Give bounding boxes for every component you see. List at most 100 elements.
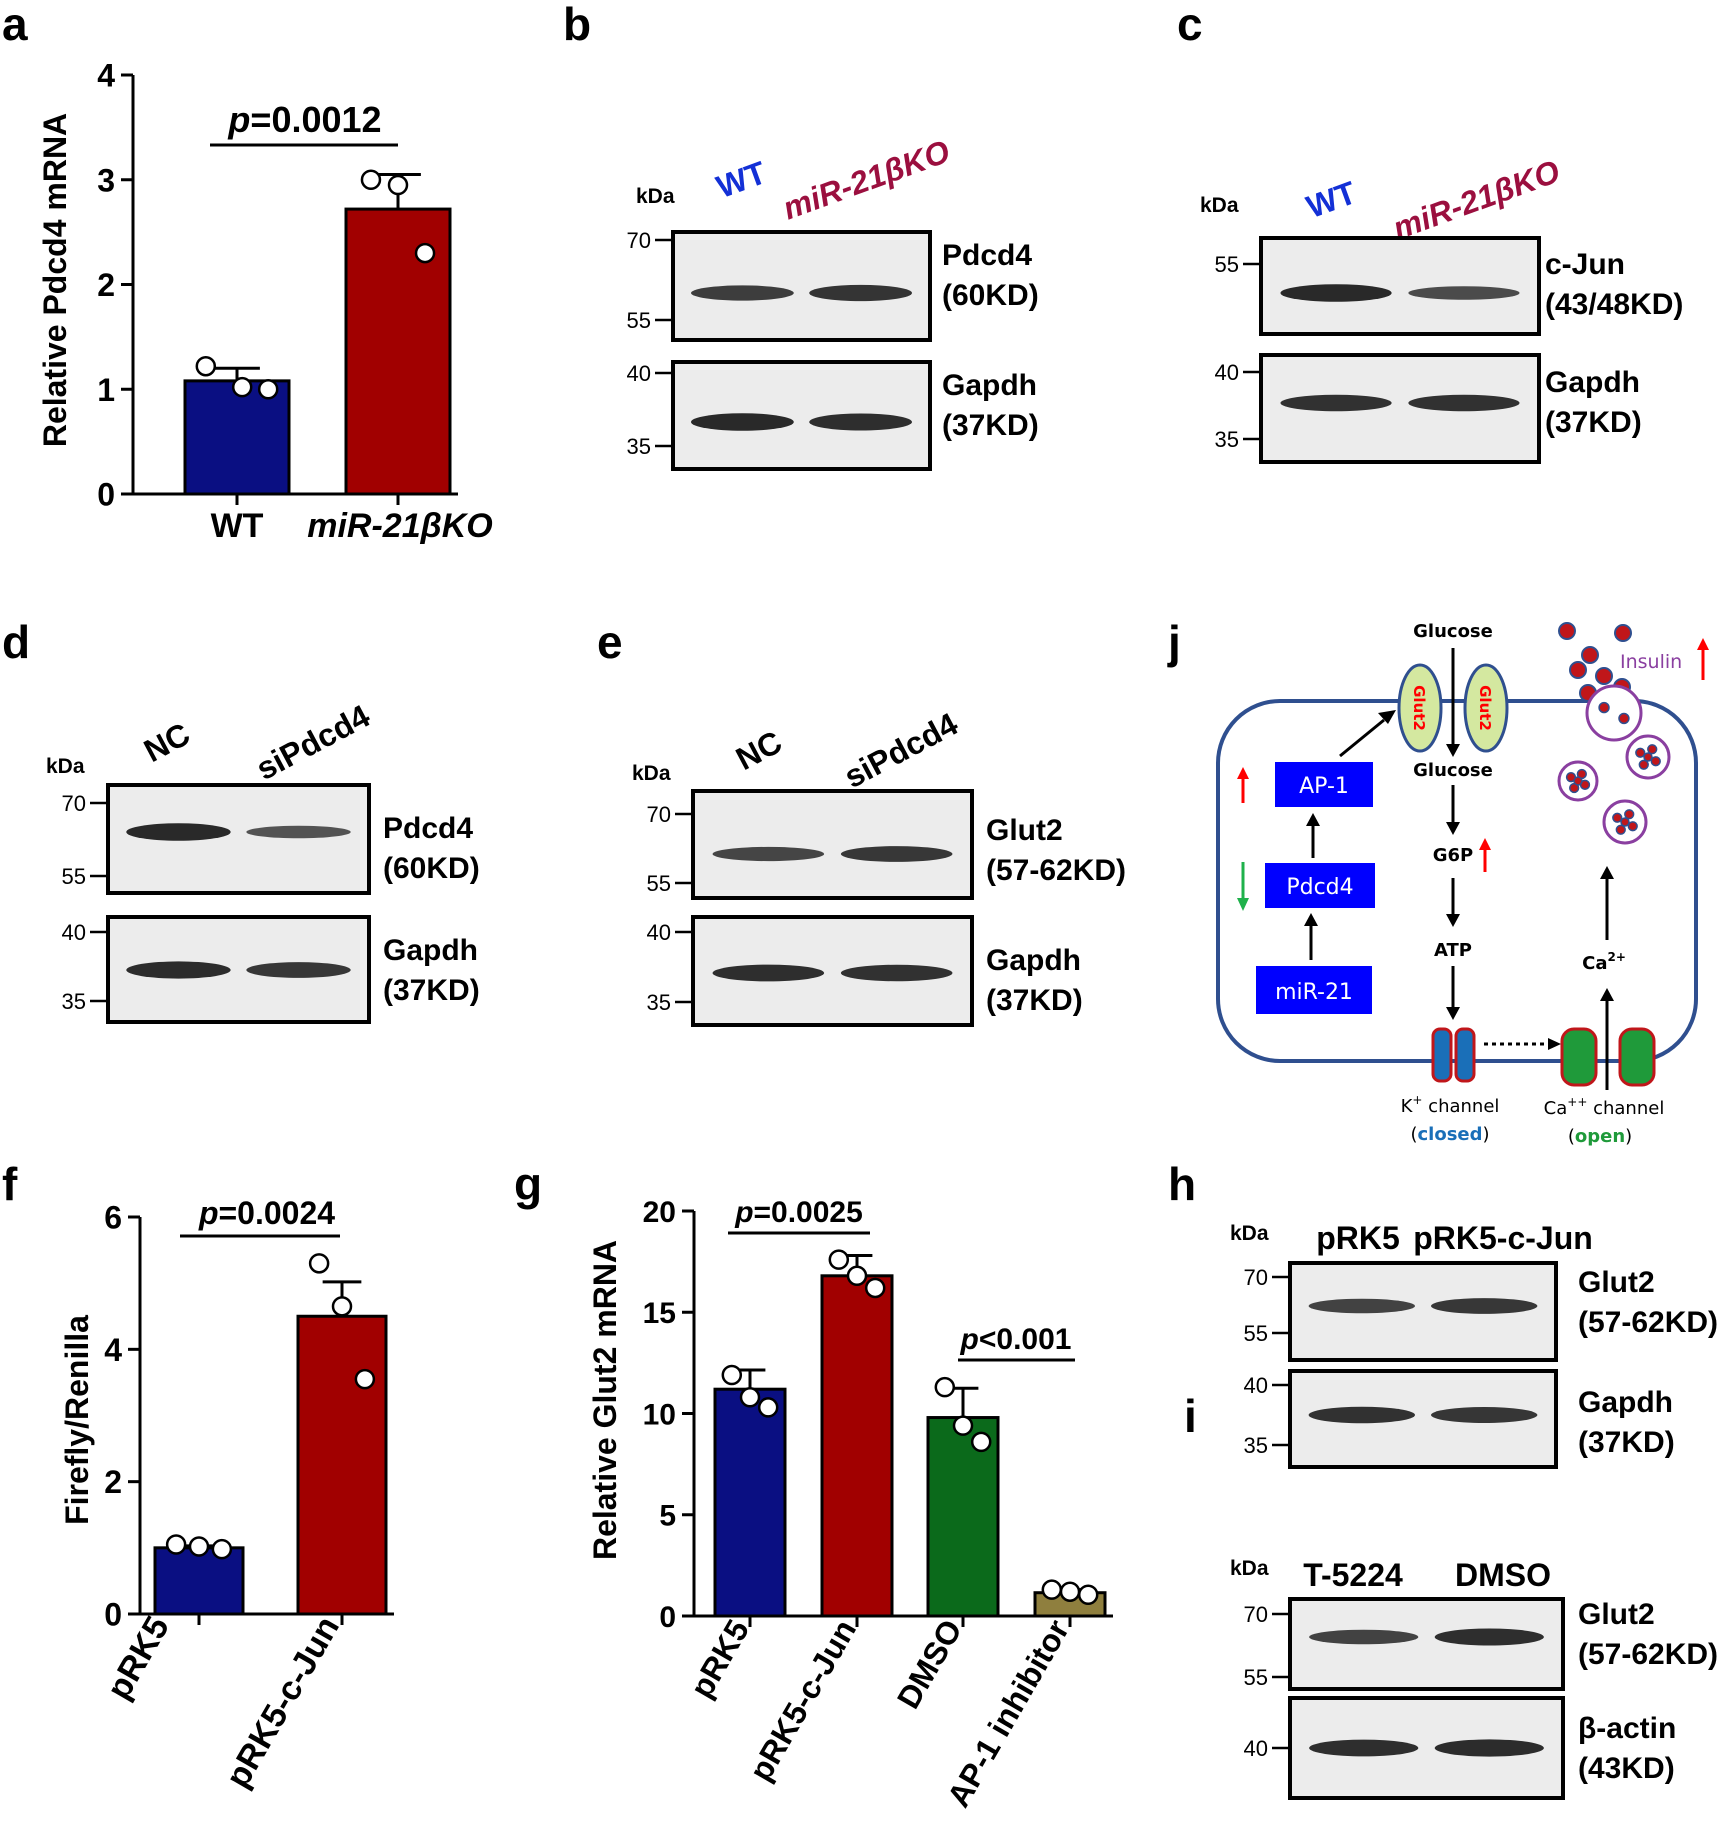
marker-label: 35 [1244, 1433, 1268, 1458]
western-blot-d: kDa NC siPdcd4 70 55 40 35 Pdcd4 (60KD) Gapdh (37K… [46, 697, 480, 1024]
protein-name: Gapdh [1545, 366, 1640, 399]
arrowhead [1378, 710, 1396, 724]
y-tick-label: 6 [104, 1200, 122, 1236]
kda-label: kDa [1230, 1557, 1269, 1580]
lane-label: siPdcd4 [838, 705, 963, 794]
protein-band [1280, 394, 1392, 412]
arrow [1339, 718, 1385, 758]
protein-size: (43/48KD) [1545, 288, 1683, 321]
arrowhead [1600, 866, 1614, 879]
insulin-dot-icon [1620, 817, 1630, 827]
western-blot-h: kDa pRK5 pRK5-c-Jun 70 55 40 35 Glut2 (57-62KD) G… [1230, 1220, 1718, 1469]
marker-label: 35 [1215, 427, 1239, 452]
data-point [846, 1265, 868, 1287]
y-tick-label: 2 [97, 267, 115, 303]
protein-band [1430, 1298, 1538, 1314]
protein-name: Glut2 [1578, 1598, 1655, 1631]
protein-name: Glut2 [986, 814, 1063, 847]
kda-label: kDa [632, 762, 671, 785]
arrowhead [1446, 1007, 1460, 1020]
glucose-inside-label: Glucose [1413, 760, 1493, 781]
lane-label: WT [1302, 174, 1361, 225]
p-value-annotation: p<0.001 [960, 1323, 1072, 1356]
up-arrow-icon [1237, 767, 1249, 779]
glucose-outside-label: Glucose [1413, 621, 1493, 642]
marker-label: 35 [627, 434, 651, 459]
data-point [360, 169, 382, 190]
blot-membrane [691, 789, 974, 900]
protein-band [246, 825, 351, 839]
y-tick-label: 3 [97, 162, 115, 198]
y-tick-label: 1 [97, 372, 115, 408]
marker-label: 35 [647, 990, 671, 1015]
data-point [387, 174, 409, 196]
lane-label: NC [138, 716, 196, 769]
protein-band [1308, 1298, 1416, 1314]
protein-size: (57-62KD) [1578, 1638, 1718, 1671]
kda-label: kDa [1200, 194, 1239, 217]
data-point [257, 379, 279, 400]
protein-band [1309, 1739, 1419, 1757]
insulin-dot-icon [1643, 752, 1653, 762]
atp-label: ATP [1434, 940, 1472, 961]
protein-name: Gapdh [986, 944, 1081, 977]
protein-size: (60KD) [942, 279, 1039, 312]
data-point [864, 1277, 886, 1299]
x-tick-label: WT [211, 507, 264, 545]
arrowhead [1600, 988, 1614, 1001]
data-point [1041, 1579, 1063, 1600]
panel-letter-g: g [514, 1158, 542, 1210]
arrowhead [1548, 1038, 1561, 1050]
protein-band [1408, 286, 1520, 300]
lane-label: pRK5 [1316, 1220, 1400, 1256]
panel-letter-i: i [1184, 1390, 1197, 1442]
marker-label: 40 [647, 920, 671, 945]
kda-label: kDa [1230, 1222, 1269, 1245]
data-point [331, 1296, 353, 1317]
protein-band [1434, 1739, 1544, 1757]
data-point [165, 1534, 187, 1555]
protein-size: (37KD) [383, 974, 480, 1007]
protein-band [1280, 284, 1392, 302]
protein-band [1430, 1407, 1538, 1423]
arrowhead [1446, 744, 1460, 757]
data-point [970, 1431, 992, 1453]
protein-size: (60KD) [383, 852, 480, 885]
panel-letter-h: h [1168, 1158, 1196, 1210]
data-point [211, 1538, 233, 1560]
marker-label: 55 [1215, 252, 1239, 277]
mir21-box [1256, 966, 1372, 1014]
marker-label: 55 [1244, 1321, 1268, 1346]
data-point [195, 355, 217, 377]
pdcd4-label: Pdcd4 [1286, 875, 1353, 900]
blot-membrane [671, 230, 932, 342]
panel-letter-j: j [1167, 616, 1181, 668]
data-point [414, 242, 436, 264]
y-tick-label: 5 [659, 1500, 676, 1533]
data-point [828, 1249, 850, 1270]
marker-label: 70 [647, 802, 671, 827]
data-point [721, 1364, 743, 1386]
protein-name: Gapdh [942, 369, 1037, 402]
marker-label: 70 [1244, 1602, 1268, 1627]
protein-name: Gapdh [1578, 1386, 1673, 1419]
glut2-transporter [1463, 663, 1509, 753]
beta-cell-pathway-diagram: Glucose Glut2 Glut2 Glucose G6P ATP Ca2+ [1216, 621, 1709, 1147]
insulin-dot-icon [1650, 756, 1661, 767]
kda-label: kDa [46, 755, 85, 778]
lane-label: DMSO [1455, 1557, 1551, 1593]
k-channel-icon [1454, 1027, 1476, 1083]
protein-band [809, 284, 913, 302]
insulin-dot-icon [1612, 812, 1623, 823]
panel-letter-c: c [1177, 0, 1203, 50]
panel-letter-a: a [2, 0, 28, 50]
insulin-dot-icon [1598, 701, 1610, 714]
insulin-dot-icon [1627, 821, 1638, 832]
g6p-label: G6P [1433, 845, 1474, 866]
protein-size: (37KD) [942, 409, 1039, 442]
kda-label: kDa [636, 185, 675, 208]
bar [713, 1387, 787, 1618]
y-tick-label: 0 [104, 1597, 122, 1633]
bar [296, 1314, 388, 1616]
